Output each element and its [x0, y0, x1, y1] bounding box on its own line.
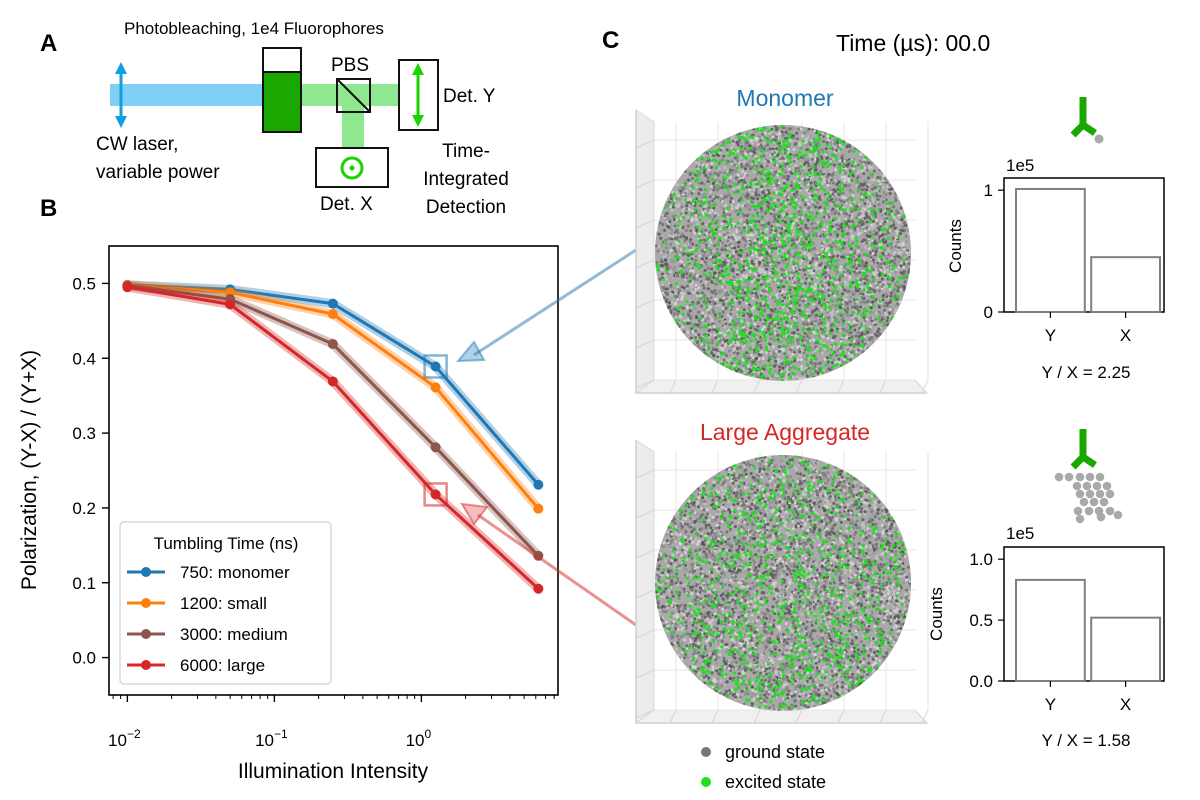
aggregate-hist-scale-label: 1e5: [1006, 524, 1034, 543]
data-point: [327, 376, 338, 387]
legend-entry: 1200: small: [180, 594, 267, 613]
connector-arrows: [455, 248, 637, 627]
data-point: [225, 299, 236, 310]
hist-category-label: Y: [1045, 326, 1056, 345]
y-tick-label: 0.3: [72, 424, 96, 443]
hist-bar: [1090, 616, 1161, 682]
panel-label-c: C: [602, 27, 619, 54]
aggregate-histogram: 1e5 Counts Y / X = 1.58 Y X 0.0 0.5 1.0: [927, 524, 1165, 750]
y-axis-label: Polarization, (Y-X) / (Y+X): [18, 350, 41, 590]
monomer-title: Monomer: [736, 85, 833, 111]
y-tick-label: 0.2: [72, 499, 96, 518]
excited-state-label: excited state: [725, 772, 826, 792]
hist-y-tick-label: 0: [984, 303, 993, 322]
legend-marker: [141, 598, 151, 608]
monomer-hist-ratio: Y / X = 2.25: [1041, 363, 1130, 382]
sample-cuvette-icon: [262, 47, 302, 133]
excited-state-marker: [701, 777, 711, 787]
aggregate-hist-ylabel: Counts: [927, 587, 946, 641]
panel-label-a: A: [40, 30, 57, 57]
y-tick-label: 0.1: [72, 574, 96, 593]
time-readout: Time (µs): 00.0: [836, 30, 990, 56]
det-y-label: Det. Y: [443, 86, 496, 107]
detection-label-line3: Detection: [426, 197, 506, 218]
hist-y-tick-label: 0.5: [969, 611, 993, 630]
hist-y-tick-label: 1: [984, 181, 993, 200]
legend-marker: [141, 660, 151, 670]
monomer-hist-scale-label: 1e5: [1006, 156, 1034, 175]
emission-beam-down: [342, 95, 364, 150]
legend-title: Tumbling Time (ns): [154, 534, 299, 553]
state-legend: ground state excited state: [701, 742, 826, 792]
data-point: [430, 361, 441, 372]
chart-legend: Tumbling Time (ns) 750: monomer 1200: sma…: [119, 521, 332, 685]
y-tick-label: 0.0: [72, 649, 96, 668]
schematic-title: Photobleaching, 1e4 Fluorophores: [124, 19, 384, 38]
highlight-marker: [423, 482, 448, 507]
plot-frame: [108, 245, 559, 696]
aggregate-connector-arrowhead-icon: [460, 502, 489, 526]
data-point: [327, 298, 338, 309]
data-point: [430, 442, 441, 453]
laser-polarization-arrow-icon: [115, 62, 127, 128]
monomer-histogram: 1e5 Counts Y / X = 2.25 Y X 0 1: [946, 156, 1165, 382]
legend-marker: [141, 629, 151, 639]
polarization-chart: 0.0 0.1 0.2 0.3 0.4 0.5 10−2 10−1 100 Polarizati…: [18, 245, 559, 783]
monomer-hist-ylabel: Counts: [946, 219, 965, 273]
data-point: [327, 339, 338, 350]
x-tick-label: 10−1: [255, 727, 288, 750]
data-point: [533, 479, 544, 490]
hist-category-label: Y: [1045, 695, 1056, 714]
data-point: [430, 382, 441, 393]
laser-beam: [110, 84, 265, 106]
detection-label-line2: Integrated: [423, 169, 509, 190]
aggregate-title: Large Aggregate: [700, 419, 870, 445]
pbs-label: PBS: [331, 55, 369, 76]
laser-label-line2: variable power: [96, 162, 220, 183]
ground-state-marker: [701, 747, 711, 757]
data-point: [327, 309, 338, 320]
monomer-connector-line: [473, 248, 637, 357]
data-point: [122, 282, 133, 293]
panel-label-b: B: [40, 195, 57, 222]
hist-bar: [1090, 256, 1161, 314]
det-x-label: Det. X: [320, 194, 373, 215]
x-tick-label: 100: [406, 727, 432, 750]
monomer-antibody-icon: [1070, 97, 1104, 144]
ground-state-label: ground state: [725, 742, 825, 762]
monomer-connector-arrowhead-icon: [455, 340, 486, 363]
laser-label-line1: CW laser,: [96, 134, 178, 155]
y-tick-label: 0.5: [72, 274, 96, 293]
legend-marker: [141, 567, 151, 577]
aggregate-antibody-icon: [1054, 429, 1123, 524]
monomer-sphere: [655, 125, 911, 381]
y-tick-label: 0.4: [72, 349, 96, 368]
optical-schematic: Photobleaching, 1e4 Fluorophores CW lase…: [96, 19, 509, 218]
legend-entry: 6000: large: [180, 656, 265, 675]
detector-x-icon: [315, 147, 389, 188]
aggregate-hist-ratio: Y / X = 1.58: [1041, 731, 1130, 750]
x-axis-label: Illumination Intensity: [238, 760, 429, 783]
hist-bar: [1015, 187, 1086, 313]
data-point: [533, 503, 544, 514]
hist-bar: [1015, 578, 1086, 683]
legend-entry: 750: monomer: [180, 563, 290, 582]
detection-label-line1: Time-: [442, 141, 490, 162]
aggregate-sphere: [655, 455, 911, 711]
hist-y-tick-label: 1.0: [969, 550, 993, 569]
hist-category-label: X: [1120, 695, 1131, 714]
detector-y-icon: [398, 59, 439, 131]
highlight-marker: [423, 354, 448, 379]
hist-y-tick-label: 0.0: [969, 672, 993, 691]
x-tick-label: 10−2: [108, 727, 141, 750]
data-point: [533, 583, 544, 594]
hist-category-label: X: [1120, 326, 1131, 345]
data-point: [430, 489, 441, 500]
aggregate-connector-line: [477, 513, 637, 627]
legend-entry: 3000: medium: [180, 625, 288, 644]
beam-splitter-icon: [336, 78, 371, 113]
